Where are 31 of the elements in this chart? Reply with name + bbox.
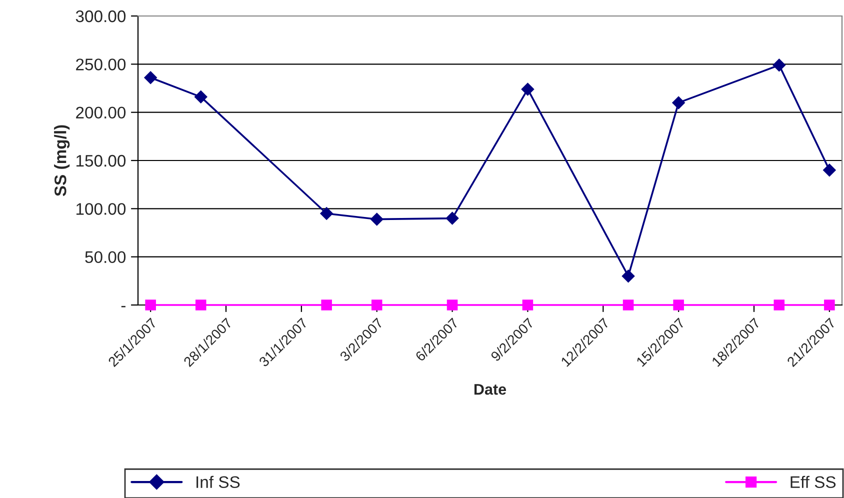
- point: [320, 207, 333, 220]
- point: [446, 212, 459, 225]
- point: [823, 164, 836, 177]
- point: [446, 300, 458, 310]
- y-tick-label: 250.00: [76, 58, 126, 70]
- point: [774, 300, 785, 310]
- point: [622, 300, 634, 310]
- point: [370, 212, 384, 226]
- y-tick-label: 200.00: [76, 106, 126, 119]
- y-tick-label: 300.00: [76, 10, 126, 22]
- legend-label: Eff SS: [790, 476, 836, 488]
- y-tick-label: 100.00: [76, 203, 126, 215]
- point: [622, 270, 635, 283]
- point: [672, 96, 685, 110]
- point: [194, 90, 208, 104]
- point: [673, 300, 684, 310]
- y-tick-label: 50.00: [85, 251, 126, 264]
- y-tick-label: -: [121, 306, 126, 308]
- x-axis-title: Date: [474, 384, 506, 395]
- point: [824, 300, 835, 310]
- point: [521, 82, 534, 96]
- point: [772, 58, 786, 72]
- point: [522, 300, 534, 310]
- y-axis-title: SS (mg/l): [54, 125, 70, 196]
- point: [371, 300, 382, 310]
- point: [321, 300, 332, 310]
- point: [145, 300, 156, 310]
- point: [144, 71, 157, 84]
- legend-label: Inf SS: [196, 476, 240, 488]
- point: [195, 300, 206, 310]
- y-tick-label: 150.00: [76, 154, 126, 167]
